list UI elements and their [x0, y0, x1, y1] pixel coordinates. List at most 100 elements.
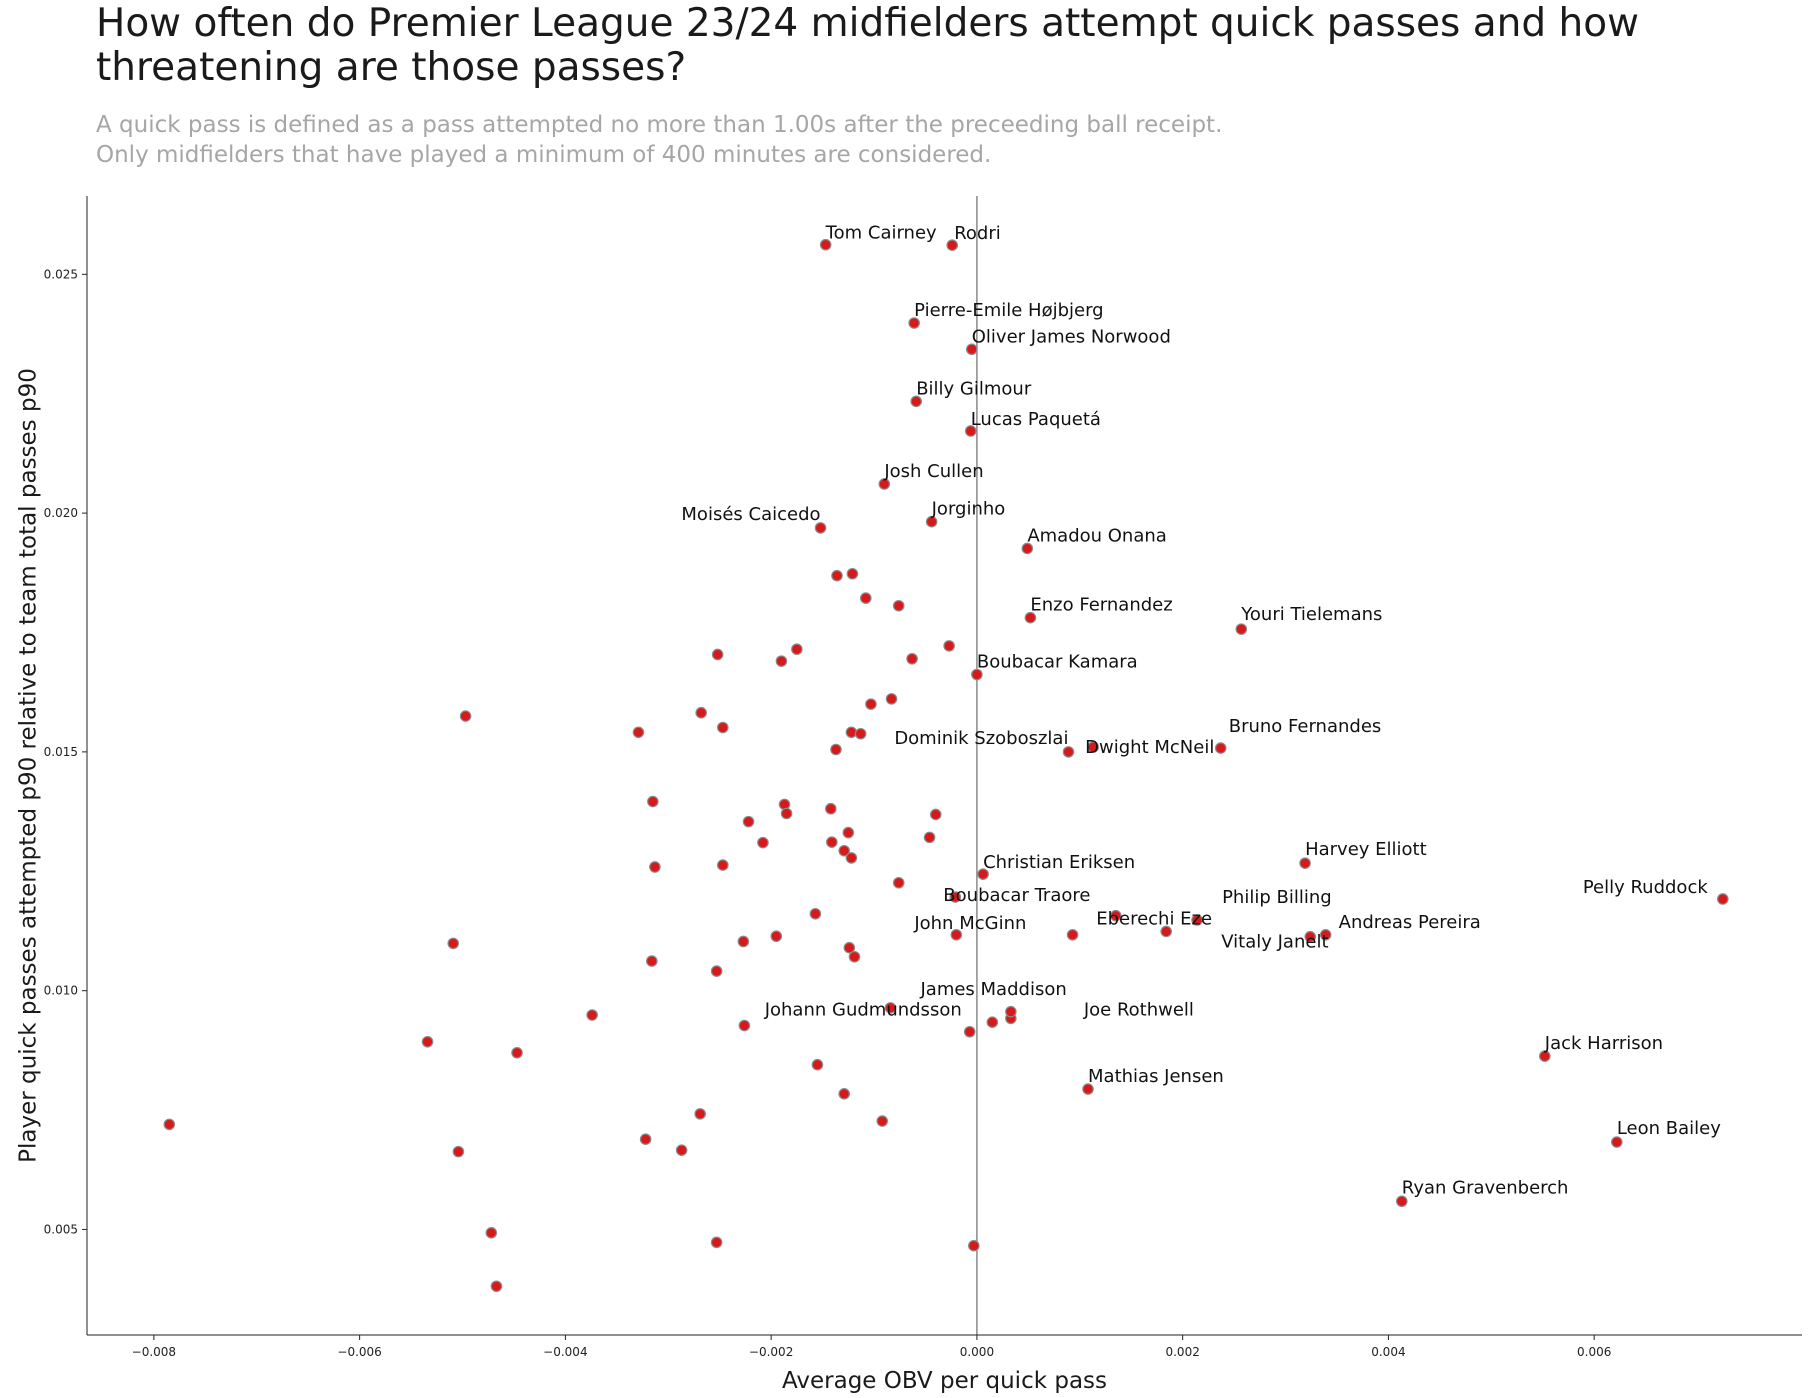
scatter-point: [791, 643, 803, 656]
point-label: Bruno Fernandes: [1229, 716, 1382, 737]
point-label: Ryan Gravenberch: [1402, 1177, 1569, 1198]
point-label: Lucas Paquetá: [971, 409, 1101, 430]
scatter-point: [1539, 1050, 1551, 1062]
y-axis-label: Player quick passes attempted p90 relati…: [16, 368, 42, 1163]
point-label: Oliver James Norwood: [972, 326, 1171, 347]
scatter-point: [819, 238, 832, 251]
axes: [86, 196, 1802, 1336]
scatter-point: [943, 640, 955, 652]
point-label: Dwight McNeil: [1085, 737, 1214, 758]
scatter-point: [830, 743, 842, 756]
scatter-point: [1024, 611, 1037, 624]
scatter-point: [848, 950, 861, 963]
x-tick-label: −0.006: [337, 1345, 381, 1359]
scatter-point: [775, 655, 788, 667]
scatter-point: [1299, 857, 1311, 869]
point-label: Amadou Onana: [1027, 525, 1167, 546]
scatter-point: [968, 1239, 980, 1252]
scatter-point: [459, 710, 472, 722]
scatter-point: [892, 599, 905, 612]
scatter-point: [694, 1108, 706, 1120]
scatter-point: [825, 802, 837, 815]
x-tick-label: 0.004: [1371, 1345, 1405, 1359]
scatter-point: [965, 343, 978, 356]
point-label: Pelly Ruddock: [1583, 877, 1709, 898]
point-label: Joe Rothwell: [1083, 1000, 1194, 1021]
scatter-point: [910, 395, 923, 408]
x-tick-label: −0.004: [543, 1345, 587, 1359]
point-label: Johann Gudmundsson: [764, 1000, 962, 1021]
scatter-point: [1062, 746, 1075, 758]
scatter-point: [950, 928, 963, 941]
scatter-point: [1066, 928, 1079, 941]
point-label: Josh Cullen: [883, 461, 983, 482]
scatter-point: [843, 941, 856, 954]
y-tick-label: 0.015: [44, 745, 78, 759]
scatter-point: [1319, 928, 1332, 941]
scatter-point: [647, 795, 659, 808]
scatter-point: [675, 1144, 688, 1156]
point-label: Billy Gilmour: [916, 378, 1032, 399]
point-label: Philip Billing: [1222, 887, 1332, 908]
x-tick-label: 0.002: [1165, 1345, 1199, 1359]
axis-ticks: −0.008 −0.006 −0.004 −0.002 0.000 0.002 0.004 0…: [44, 267, 1612, 1359]
point-label: Leon Bailey: [1617, 1118, 1721, 1139]
point-label: Boubacar Kamara: [977, 652, 1138, 673]
scatter-point: [1087, 741, 1099, 753]
point-label: Pierre-Emile Højbjerg: [914, 300, 1103, 321]
scatter-point: [925, 515, 938, 528]
scatter-point: [1611, 1136, 1623, 1148]
scatter-point: [710, 965, 723, 977]
scatter-point: [738, 1019, 751, 1032]
scatter-point: [737, 935, 750, 948]
chart-subtitle: A quick pass is defined as a pass attemp…: [96, 110, 1696, 170]
scatter-point: [946, 239, 959, 251]
scatter-point: [1716, 893, 1729, 905]
scatter-point: [646, 955, 658, 967]
data-points: [163, 238, 1729, 1293]
chart-title: How often do Premier League 23/24 midfie…: [96, 2, 1696, 90]
scatter-point: [831, 569, 843, 582]
point-label: Mathias Jensen: [1088, 1066, 1224, 1087]
scatter-point: [695, 706, 707, 719]
scatter-point: [964, 425, 977, 437]
point-label: Boubacar Traore: [943, 885, 1090, 906]
point-label: Rodri: [954, 223, 1001, 244]
scatter-point: [846, 567, 859, 580]
scatter-point: [854, 727, 867, 740]
point-label: Jack Harrison: [1544, 1033, 1663, 1054]
point-label: Jorginho: [931, 499, 1006, 520]
scatter-point: [838, 1088, 850, 1100]
x-axis-label: Average OBV per quick pass: [782, 1368, 1107, 1394]
chart-subtitle-line-2: Only midfielders that have played a mini…: [96, 142, 992, 168]
scatter-point: [885, 693, 898, 705]
scatter-point: [780, 807, 793, 820]
scatter-point: [639, 1133, 652, 1145]
scatter-point: [842, 826, 855, 839]
scatter-point: [892, 876, 905, 889]
scatter-point: [742, 815, 755, 828]
scatter-point: [884, 1002, 897, 1014]
scatter-point: [878, 478, 891, 490]
point-label: Enzo Fernandez: [1030, 595, 1172, 616]
scatter-point: [770, 930, 783, 943]
scatter-point: [949, 891, 962, 903]
scatter-point: [452, 1145, 465, 1158]
scatter-point: [977, 868, 989, 880]
scatter-point: [908, 317, 920, 329]
x-tick-label: 0.000: [960, 1345, 994, 1359]
point-label: Youri Tielemans: [1240, 604, 1382, 625]
scatter-point: [1304, 930, 1317, 943]
scatter-point: [716, 721, 729, 734]
point-label: Dominik Szoboszlai: [894, 728, 1068, 749]
point-label: Vitaly Janelt: [1221, 932, 1328, 953]
scatter-point: [511, 1046, 523, 1059]
point-label: Andreas Pereira: [1339, 912, 1481, 933]
scatter-point: [757, 836, 769, 849]
scatter-point: [632, 726, 645, 739]
scatter-point: [845, 852, 858, 864]
scatter-point: [826, 836, 838, 848]
scatter-point: [971, 668, 983, 681]
point-label: Tom Cairney: [825, 223, 937, 244]
